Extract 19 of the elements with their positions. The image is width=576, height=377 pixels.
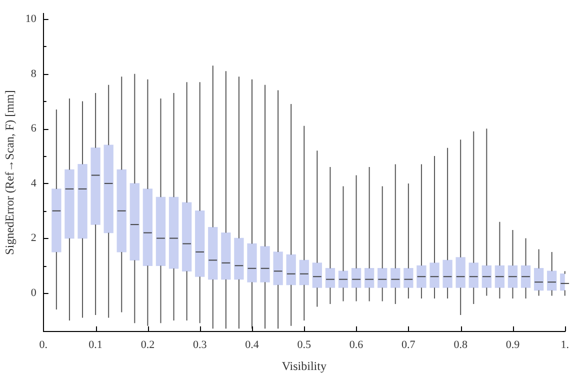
x-tick-label: 0.1: [88, 338, 102, 351]
y-tick-label: 8: [30, 68, 37, 80]
x-tick-label: 0.4: [245, 338, 260, 351]
x-tick-label: 0.9: [506, 338, 520, 351]
y-tick-label: 2: [30, 232, 36, 244]
x-tick-label: 0.7: [402, 338, 416, 351]
y-tick-label: 10: [25, 12, 37, 25]
x-tick-label: 1.: [560, 338, 570, 351]
y-axis-title: SignedError (Ref→Scan, F) [mm]: [2, 90, 16, 255]
x-tick-label: 0.6: [349, 338, 364, 351]
y-tick-label: 4: [30, 177, 37, 190]
x-axis-title: Visibility: [282, 358, 326, 373]
x-tick-label: 0.8: [454, 338, 468, 351]
y-tick-label: 0: [30, 286, 37, 299]
x-tick-label: 0.2: [140, 338, 155, 351]
x-tick-label: 0.3: [192, 338, 208, 351]
x-tick-label: 0.5: [297, 338, 312, 351]
x-tick-label: 0.: [39, 338, 48, 351]
y-tick-label: 6: [30, 122, 37, 135]
